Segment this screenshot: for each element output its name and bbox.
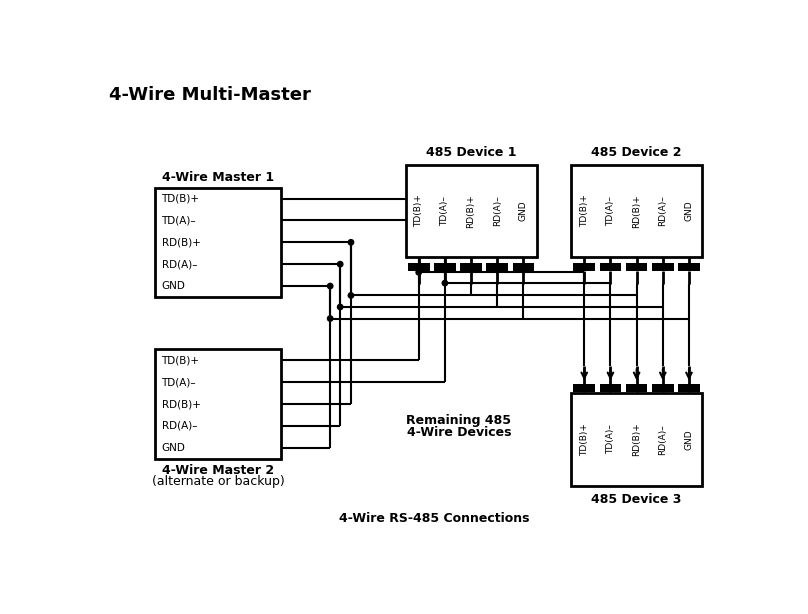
Text: GND: GND xyxy=(684,200,693,221)
Bar xyxy=(408,263,430,271)
Circle shape xyxy=(338,305,343,309)
Text: RD(A)–: RD(A)– xyxy=(659,424,667,455)
Text: GND: GND xyxy=(162,443,185,453)
Text: 4-Wire Devices: 4-Wire Devices xyxy=(406,426,511,439)
Bar xyxy=(486,263,508,271)
Text: TD(A)–: TD(A)– xyxy=(162,377,196,387)
Bar xyxy=(512,263,534,271)
Bar xyxy=(600,263,621,271)
Text: Remaining 485: Remaining 485 xyxy=(406,414,511,427)
Bar xyxy=(678,263,700,271)
Text: RD(B)+: RD(B)+ xyxy=(162,237,200,247)
Text: RD(A)–: RD(A)– xyxy=(659,195,667,226)
Bar xyxy=(461,263,482,271)
Text: RD(B)+: RD(B)+ xyxy=(466,194,476,228)
Text: 4-Wire Master 2: 4-Wire Master 2 xyxy=(162,465,274,478)
Text: TD(B)+: TD(B)+ xyxy=(580,423,589,456)
Text: TD(B)+: TD(B)+ xyxy=(162,193,200,204)
Text: 4-Wire Master 1: 4-Wire Master 1 xyxy=(162,171,274,184)
Bar xyxy=(652,384,674,392)
Bar xyxy=(571,165,702,257)
Bar xyxy=(434,263,456,271)
Bar xyxy=(574,263,595,271)
Text: TD(A)–: TD(A)– xyxy=(440,196,449,226)
Text: GND: GND xyxy=(519,200,528,221)
Circle shape xyxy=(416,270,422,275)
Text: 485 Device 2: 485 Device 2 xyxy=(591,146,682,159)
Circle shape xyxy=(327,283,333,289)
Text: RD(B)+: RD(B)+ xyxy=(162,399,200,409)
Bar xyxy=(574,384,595,392)
Text: 4-Wire Multi-Master: 4-Wire Multi-Master xyxy=(109,86,311,104)
Text: TD(B)+: TD(B)+ xyxy=(162,356,200,365)
Circle shape xyxy=(348,293,354,298)
Circle shape xyxy=(327,316,333,321)
Text: TD(A)–: TD(A)– xyxy=(606,424,615,454)
Text: RD(A)–: RD(A)– xyxy=(162,259,197,269)
Bar xyxy=(571,393,702,486)
Bar xyxy=(678,384,700,392)
Text: 485 Device 1: 485 Device 1 xyxy=(426,146,516,159)
Text: (alternate or backup): (alternate or backup) xyxy=(152,475,284,488)
Bar xyxy=(155,188,281,297)
Circle shape xyxy=(348,239,354,245)
Circle shape xyxy=(338,262,343,267)
Text: RD(A)–: RD(A)– xyxy=(162,421,197,431)
Text: RD(B)+: RD(B)+ xyxy=(632,422,641,456)
Text: 4-Wire RS-485 Connections: 4-Wire RS-485 Connections xyxy=(339,512,529,525)
Text: 485 Device 3: 485 Device 3 xyxy=(591,493,682,506)
Text: GND: GND xyxy=(162,281,185,291)
Text: RD(A)–: RD(A)– xyxy=(493,195,502,226)
Bar xyxy=(600,384,621,392)
Text: TD(A)–: TD(A)– xyxy=(606,196,615,226)
Circle shape xyxy=(442,281,448,286)
Bar xyxy=(626,384,647,392)
Text: TD(A)–: TD(A)– xyxy=(162,216,196,225)
Bar xyxy=(652,263,674,271)
Bar xyxy=(626,263,647,271)
Bar xyxy=(406,165,537,257)
Text: TD(B)+: TD(B)+ xyxy=(580,194,589,227)
Text: TD(B)+: TD(B)+ xyxy=(415,194,423,227)
Text: GND: GND xyxy=(684,429,693,449)
Bar xyxy=(155,349,281,459)
Text: RD(B)+: RD(B)+ xyxy=(632,194,641,228)
